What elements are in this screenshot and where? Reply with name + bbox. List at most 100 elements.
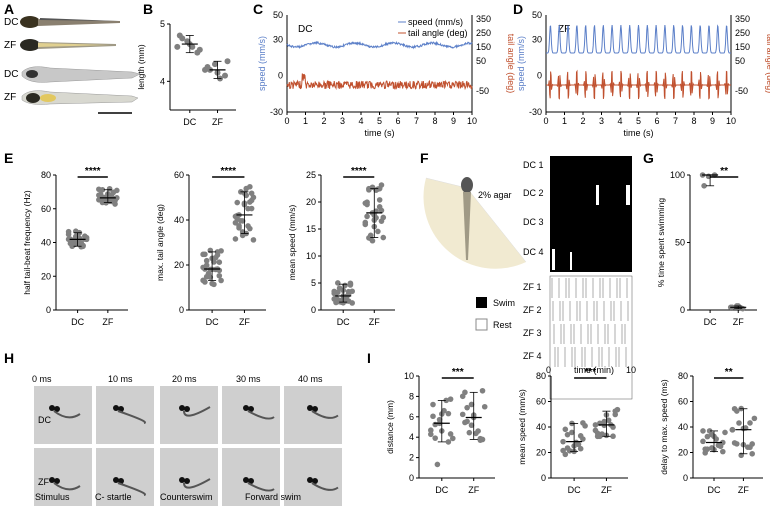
speed-series bbox=[286, 40, 473, 50]
y-tick-label: 10 bbox=[306, 251, 316, 261]
row-label: ZF 1 bbox=[523, 282, 542, 292]
y-tick-label: 20 bbox=[536, 448, 546, 458]
y-tick-label: 40 bbox=[174, 215, 184, 225]
data-point bbox=[562, 426, 569, 433]
data-point bbox=[734, 441, 740, 447]
time-label: 10 ms bbox=[108, 374, 133, 384]
y2-tick-label: 350 bbox=[476, 14, 491, 24]
x-tick-label: 2 bbox=[321, 116, 326, 126]
larva-body bbox=[183, 478, 211, 489]
larva-dc-large-image bbox=[21, 66, 141, 83]
larva-body bbox=[53, 410, 81, 419]
y-axis-label: mean speed (mm/s) bbox=[517, 389, 527, 465]
data-point bbox=[562, 451, 569, 458]
y-tick-label: 50 bbox=[675, 238, 685, 248]
frame-image bbox=[222, 386, 280, 444]
data-point bbox=[232, 236, 239, 242]
row-label: DC 1 bbox=[523, 160, 544, 170]
data-point bbox=[464, 418, 470, 425]
y2-tick-label: -50 bbox=[476, 86, 489, 96]
data-point bbox=[380, 234, 387, 241]
y-tick-label: 0 bbox=[46, 305, 51, 315]
data-point bbox=[203, 257, 210, 264]
y-tick-label: 0 bbox=[278, 71, 283, 81]
y-tick-label: 8 bbox=[409, 391, 414, 401]
phase-label: C- startle bbox=[95, 492, 132, 502]
data-point bbox=[459, 411, 466, 418]
legend-swim: Swim bbox=[493, 298, 515, 308]
data-point bbox=[447, 396, 454, 402]
phase-label: Forward swim bbox=[245, 492, 301, 502]
data-point bbox=[238, 218, 244, 224]
y-tick-label: 20 bbox=[174, 260, 184, 270]
y-tick-label: 0 bbox=[541, 473, 546, 483]
y-tick-label: 0 bbox=[179, 305, 184, 315]
data-point bbox=[340, 299, 347, 306]
y-tick-label: 60 bbox=[536, 397, 546, 407]
panel-label-d: D bbox=[513, 1, 523, 17]
chart-E2: 0 20 40 60 DC ZF max. tail angle (deg) **** bbox=[155, 166, 266, 327]
larva-eye bbox=[179, 405, 185, 411]
y-tick-label: 30 bbox=[532, 34, 542, 44]
row-label: DC bbox=[38, 415, 51, 425]
data-point bbox=[202, 251, 208, 258]
y-tick-label: -30 bbox=[270, 107, 283, 117]
frame-image bbox=[34, 448, 92, 506]
data-point bbox=[479, 436, 486, 443]
data-point bbox=[67, 237, 74, 243]
data-point bbox=[434, 461, 441, 468]
x-tick-label: ZF bbox=[468, 485, 479, 495]
larva-eye bbox=[307, 477, 313, 483]
data-point bbox=[704, 433, 711, 440]
larva-eye bbox=[184, 478, 190, 484]
y2-axis-label: tail angle (deg) bbox=[506, 34, 516, 94]
data-point bbox=[366, 187, 372, 193]
data-point bbox=[335, 289, 341, 296]
x-tick-label: ZF bbox=[369, 317, 380, 327]
y-tick-label: 2 bbox=[409, 453, 414, 463]
data-point bbox=[747, 420, 753, 426]
data-point bbox=[364, 199, 370, 206]
larva-eye bbox=[248, 478, 254, 484]
panel-c-extras: DC speed (mm/s) tail angle (deg) ZF bbox=[298, 17, 570, 38]
y-tick-label: 40 bbox=[536, 422, 546, 432]
panel-a: DC ZF DC ZF bbox=[4, 16, 141, 114]
x-tick-label: 2 bbox=[580, 116, 585, 126]
significance-label: *** bbox=[452, 367, 464, 378]
row-label: ZF bbox=[4, 92, 16, 103]
data-point bbox=[179, 35, 186, 42]
data-point bbox=[462, 389, 468, 396]
legend-rest-swatch bbox=[475, 318, 488, 331]
x-tick-label: 0 bbox=[543, 116, 548, 126]
data-point bbox=[432, 435, 439, 441]
data-point bbox=[701, 183, 707, 189]
y-tick-label: 0 bbox=[680, 305, 685, 315]
row-label: ZF 3 bbox=[523, 328, 542, 338]
row-label: DC bbox=[4, 69, 18, 80]
x-tick-label: ZF bbox=[733, 317, 744, 327]
data-point bbox=[597, 433, 603, 440]
data-point bbox=[234, 199, 241, 206]
agar-region bbox=[423, 178, 526, 269]
data-point bbox=[202, 279, 208, 285]
y-tick-label: 30 bbox=[273, 34, 283, 44]
data-point bbox=[443, 397, 450, 404]
y-axis-label: % time spent swimming bbox=[656, 198, 666, 288]
rest-bout bbox=[570, 252, 572, 270]
x-tick-label: 9 bbox=[451, 116, 456, 126]
y-axis-label: mean speed (mm/s) bbox=[287, 205, 297, 281]
data-point bbox=[713, 436, 719, 442]
y-axis-label: delay to max. speed (ms) bbox=[659, 379, 669, 475]
larva-eye bbox=[243, 405, 249, 411]
data-point bbox=[110, 189, 117, 196]
data-point bbox=[745, 444, 751, 450]
panel-label-g: G bbox=[643, 150, 654, 166]
data-point bbox=[335, 280, 341, 286]
data-point bbox=[479, 387, 486, 394]
x-tick-label: DC bbox=[71, 317, 84, 327]
frame-image bbox=[96, 386, 154, 444]
x-tick-label: 3 bbox=[340, 116, 345, 126]
x-axis-label: time (s) bbox=[624, 128, 654, 138]
legend-swim-swatch bbox=[476, 297, 487, 308]
